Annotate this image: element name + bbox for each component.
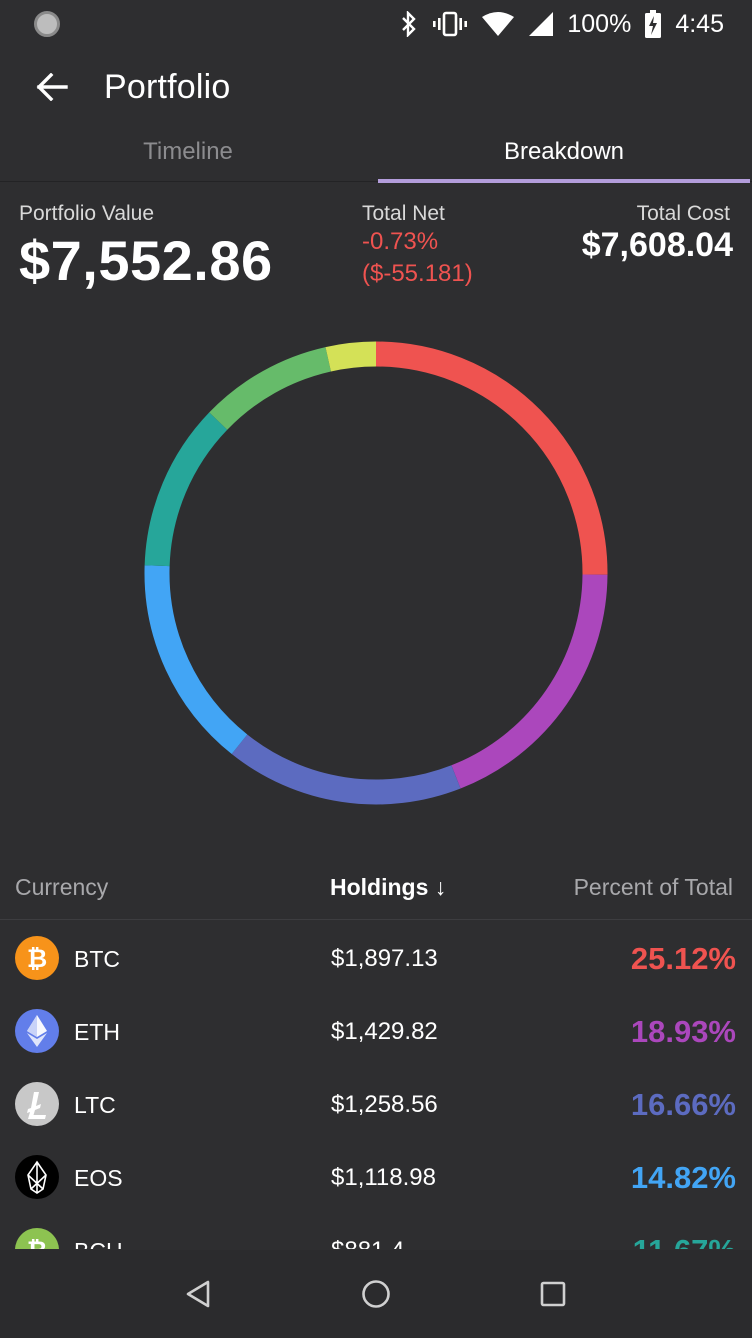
holdings-table-header: Currency Holdings ↓ Percent of Total bbox=[0, 860, 752, 920]
coin-symbol: BTC bbox=[74, 946, 120, 972]
coin-holdings: $1,258.56 bbox=[331, 1091, 438, 1118]
column-header-holdings[interactable]: Holdings ↓ bbox=[330, 874, 447, 900]
status-icons: 100% 4:45 bbox=[399, 10, 724, 39]
coin-percent: 16.66% bbox=[630, 1087, 736, 1122]
coin-symbol: LTC bbox=[74, 1092, 116, 1118]
column-header-currency[interactable]: Currency bbox=[15, 874, 109, 900]
back-button[interactable] bbox=[0, 48, 104, 126]
coin-percent: 14.82% bbox=[630, 1160, 736, 1195]
status-bar: 100% 4:45 bbox=[0, 0, 752, 48]
bitcoin-cash-icon: ₿ bbox=[15, 1228, 59, 1249]
donut-slice-other-6 bbox=[325, 341, 377, 372]
breakdown-donut-chart bbox=[144, 341, 608, 805]
ethereum-icon bbox=[15, 1009, 59, 1053]
donut-slice-bch bbox=[144, 412, 228, 567]
total-net-label: Total Net bbox=[362, 202, 445, 225]
sync-notification-icon bbox=[34, 11, 60, 37]
clock: 4:45 bbox=[675, 9, 724, 38]
donut-slice-ltc bbox=[231, 734, 461, 805]
tab-timeline[interactable]: Timeline bbox=[143, 138, 233, 165]
donut-slice-other-5 bbox=[209, 347, 332, 430]
holding-row-bch[interactable]: ₿ BCH $881.4 11.67% bbox=[0, 1213, 752, 1249]
coin-holdings: $1,118.98 bbox=[331, 1164, 436, 1191]
total-cost-value: $7,608.04 bbox=[581, 226, 733, 264]
triangle-back-icon bbox=[186, 1280, 209, 1308]
vibrate-icon bbox=[433, 11, 468, 37]
battery-percent: 100% bbox=[567, 9, 632, 38]
total-net-percent: -0.73% bbox=[362, 228, 439, 255]
coin-symbol: BCH bbox=[74, 1238, 123, 1249]
total-net-amount: ($-55.181) bbox=[362, 260, 473, 287]
nav-back-button[interactable] bbox=[164, 1259, 234, 1329]
nav-recents-button[interactable] bbox=[518, 1259, 588, 1329]
coin-holdings: $881.4 bbox=[331, 1237, 404, 1249]
portfolio-summary: Portfolio Value $7,552.86 Total Net -0.7… bbox=[0, 196, 752, 306]
coin-symbol: ETH bbox=[74, 1019, 120, 1045]
system-navigation-bar bbox=[0, 1250, 752, 1338]
donut-slice-eth bbox=[451, 574, 608, 789]
svg-text:₿: ₿ bbox=[27, 944, 47, 973]
cell-signal-icon bbox=[529, 12, 554, 36]
coin-holdings: $1,897.13 bbox=[331, 945, 438, 972]
battery-charging-icon bbox=[645, 10, 662, 38]
holding-row-btc[interactable]: ₿ BTC $1,897.13 25.12% bbox=[0, 921, 752, 994]
nav-home-button[interactable] bbox=[341, 1259, 411, 1329]
portfolio-value-label: Portfolio Value bbox=[19, 202, 155, 225]
tab-bar: Timeline Breakdown bbox=[0, 126, 752, 183]
donut-slice-eos bbox=[144, 565, 248, 755]
total-cost-label: Total Cost bbox=[636, 202, 730, 225]
wifi-icon bbox=[482, 12, 515, 36]
holding-row-eth[interactable]: ETH $1,429.82 18.93% bbox=[0, 994, 752, 1067]
app-bar: Portfolio bbox=[0, 48, 752, 126]
holding-row-ltc[interactable]: LTC $1,258.56 16.66% bbox=[0, 1067, 752, 1140]
svg-text:₿: ₿ bbox=[27, 1236, 47, 1249]
holdings-list: ₿ BTC $1,897.13 25.12% ETH $1,429.82 18.… bbox=[0, 921, 752, 1249]
coin-percent: 18.93% bbox=[630, 1014, 736, 1049]
square-recents-icon bbox=[541, 1281, 566, 1307]
column-header-percent[interactable]: Percent of Total bbox=[573, 874, 733, 900]
litecoin-icon bbox=[15, 1082, 59, 1126]
coin-holdings: $1,429.82 bbox=[331, 1018, 438, 1045]
coin-symbol: EOS bbox=[74, 1165, 123, 1191]
donut-slice-btc bbox=[375, 341, 608, 575]
coin-percent: 11.67% bbox=[633, 1233, 736, 1249]
tab-breakdown[interactable]: Breakdown bbox=[376, 126, 752, 183]
bitcoin-icon: ₿ bbox=[15, 936, 59, 980]
circle-home-icon bbox=[362, 1280, 390, 1308]
coin-percent: 25.12% bbox=[630, 941, 736, 976]
eos-icon bbox=[15, 1155, 59, 1199]
portfolio-value: $7,552.86 bbox=[19, 229, 273, 292]
page-title: Portfolio bbox=[104, 67, 231, 106]
bluetooth-icon bbox=[402, 11, 417, 37]
holding-row-eos[interactable]: EOS $1,118.98 14.82% bbox=[0, 1140, 752, 1213]
arrow-back-icon bbox=[36, 73, 68, 101]
